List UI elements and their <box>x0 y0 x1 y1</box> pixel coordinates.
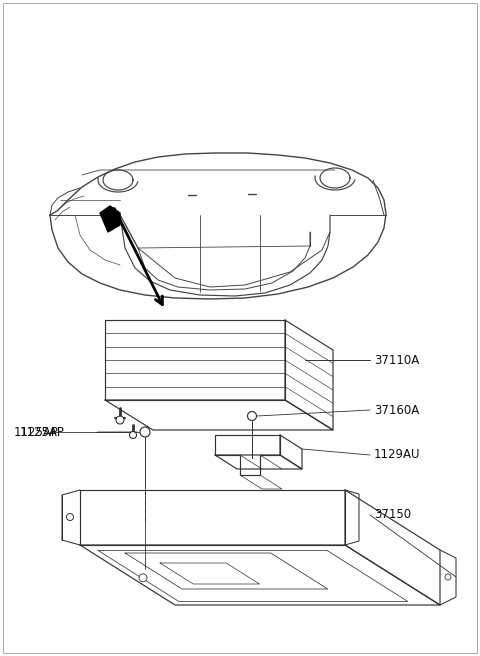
Circle shape <box>445 574 451 580</box>
Circle shape <box>116 416 124 424</box>
Circle shape <box>67 514 73 520</box>
Text: 1125AP: 1125AP <box>14 426 59 438</box>
Circle shape <box>140 427 150 437</box>
Circle shape <box>130 432 136 438</box>
Text: 1125AP: 1125AP <box>20 426 65 438</box>
Text: 1129AU: 1129AU <box>374 449 420 462</box>
Text: 37150: 37150 <box>374 508 411 522</box>
Text: 37110A: 37110A <box>374 354 419 367</box>
Text: 37160A: 37160A <box>374 403 419 417</box>
Circle shape <box>139 574 147 582</box>
Polygon shape <box>100 206 120 232</box>
Circle shape <box>248 411 256 420</box>
